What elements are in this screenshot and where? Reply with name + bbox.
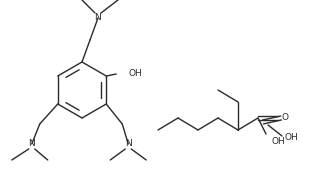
Text: N: N	[94, 13, 101, 22]
Text: OH: OH	[272, 136, 286, 146]
Text: O: O	[282, 113, 289, 123]
Text: N: N	[125, 139, 132, 149]
Text: OH: OH	[285, 134, 299, 142]
Text: OH: OH	[128, 70, 142, 78]
Text: N: N	[28, 139, 35, 149]
